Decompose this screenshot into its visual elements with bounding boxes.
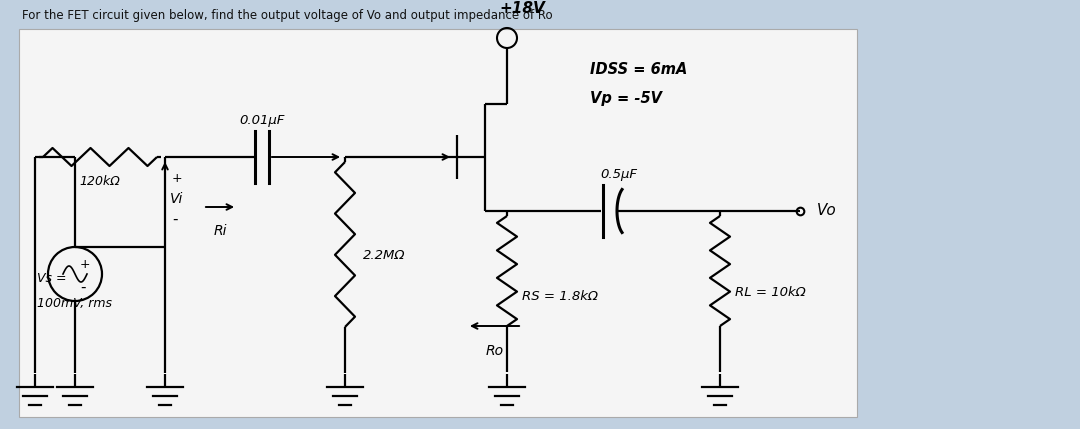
- Text: -: -: [172, 211, 177, 227]
- Text: Vp = -5V: Vp = -5V: [590, 91, 662, 106]
- Text: -: -: [80, 280, 85, 294]
- Text: RL = 10kΩ: RL = 10kΩ: [735, 286, 806, 299]
- Text: Vs =: Vs =: [37, 272, 67, 286]
- Bar: [19, 29, 858, 417]
- Text: +: +: [172, 172, 183, 185]
- Text: 120kΩ: 120kΩ: [80, 175, 120, 188]
- Text: 0.5μF: 0.5μF: [600, 168, 637, 181]
- Text: 100mV, rms: 100mV, rms: [37, 297, 112, 311]
- Text: Vi: Vi: [170, 192, 184, 206]
- Text: +: +: [80, 257, 91, 271]
- Text: Vo: Vo: [812, 203, 836, 218]
- Text: IDSS = 6mA: IDSS = 6mA: [590, 61, 687, 76]
- Text: Ri: Ri: [213, 224, 227, 238]
- Text: +18V: +18V: [499, 1, 544, 16]
- Text: RS = 1.8kΩ: RS = 1.8kΩ: [522, 290, 598, 303]
- Text: Ro: Ro: [486, 344, 504, 358]
- Text: 2.2MΩ: 2.2MΩ: [363, 249, 405, 262]
- Text: 0.01μF: 0.01μF: [240, 114, 285, 127]
- Text: For the FET circuit given below, find the output voltage of Vo and output impeda: For the FET circuit given below, find th…: [22, 9, 553, 22]
